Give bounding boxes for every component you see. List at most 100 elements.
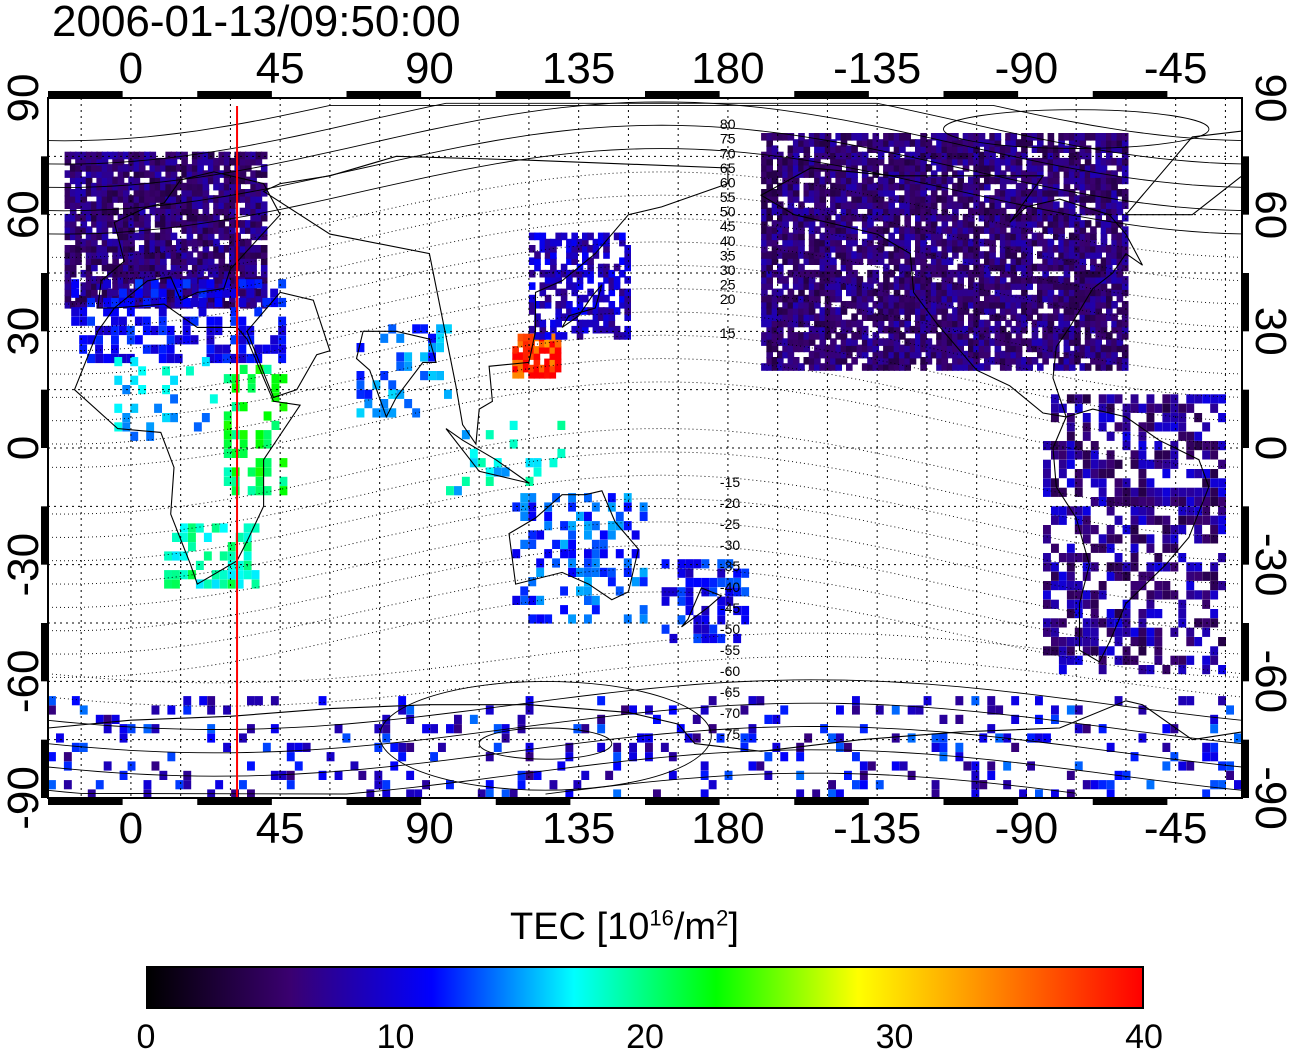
tec-patch	[888, 133, 895, 141]
tec-patch	[1053, 282, 1060, 290]
tec-patch	[925, 220, 933, 228]
tec-patch	[170, 394, 178, 404]
contour-line	[48, 104, 1242, 142]
tec-patch	[191, 182, 199, 191]
tec-patch	[840, 263, 848, 272]
tec-patch	[138, 245, 146, 253]
tec-patch	[1058, 357, 1065, 365]
tec-patch	[512, 364, 519, 373]
tec-patch	[978, 164, 986, 172]
tec-patch	[229, 238, 236, 247]
tec-patch	[160, 269, 167, 278]
tec-patch	[260, 207, 268, 216]
tec-patch	[939, 714, 948, 724]
tec-patch	[1111, 226, 1118, 234]
tec-patch	[584, 511, 592, 521]
tec-patch	[856, 251, 864, 259]
tec-patch	[619, 269, 626, 278]
tec-patch	[138, 385, 147, 395]
tec-patch	[909, 170, 917, 178]
tec-patch	[1053, 176, 1060, 185]
tec-patch	[867, 139, 874, 147]
tec-patch	[1162, 413, 1171, 423]
tec-patch	[771, 133, 779, 141]
tec-patch	[1015, 238, 1023, 247]
tec-patch	[1154, 487, 1163, 497]
tec-patch	[819, 325, 827, 334]
tec-patch	[851, 288, 858, 297]
tec-patch	[872, 313, 880, 321]
tec-patch	[824, 189, 832, 197]
tec-patch	[861, 133, 869, 141]
tec-patch	[984, 164, 991, 172]
tec-patch	[904, 294, 911, 303]
tec-patch	[761, 213, 768, 222]
tec-patch	[1111, 325, 1118, 334]
tec-patch	[819, 269, 827, 278]
tec-patch	[1058, 637, 1067, 647]
tec-patch	[247, 467, 256, 477]
tec-patch	[904, 220, 911, 228]
tec-patch	[1122, 571, 1131, 581]
tec-patch	[75, 182, 82, 191]
tec-patch	[186, 189, 194, 197]
tec-patch	[915, 170, 922, 178]
tec-patch	[1026, 207, 1033, 216]
frame-tick-left	[41, 156, 48, 215]
tec-patch	[867, 257, 874, 265]
tec-patch	[824, 176, 832, 185]
tec-patch	[819, 176, 827, 185]
tec-patch	[941, 220, 949, 228]
tec-patch	[571, 325, 578, 334]
tec-patch	[1021, 325, 1028, 334]
tec-patch	[1053, 164, 1060, 172]
tec-patch	[1005, 213, 1012, 222]
tec-patch	[597, 696, 606, 706]
tec-patch	[936, 338, 943, 346]
tec-patch	[835, 350, 842, 359]
tec-patch	[957, 201, 964, 209]
tec-patch	[1138, 487, 1147, 497]
tec-patch	[883, 325, 890, 334]
tec-patch	[1066, 543, 1075, 553]
tec-patch	[861, 151, 869, 160]
tec-patch	[856, 276, 864, 284]
tec-patch	[851, 133, 858, 141]
tec-patch	[968, 294, 975, 303]
tec-patch	[1095, 282, 1102, 290]
tec-patch	[101, 245, 109, 253]
tec-patch	[144, 151, 151, 160]
tec-patch	[197, 269, 204, 278]
tec-patch	[899, 344, 906, 353]
tec-patch	[597, 294, 605, 303]
tec-patch	[1010, 226, 1018, 234]
tec-patch	[1090, 637, 1099, 647]
tec-patch	[229, 226, 236, 234]
tec-patch	[566, 251, 573, 259]
tec-patch	[202, 232, 210, 241]
tec-patch	[270, 344, 279, 354]
tec-patch	[1047, 164, 1055, 172]
tec-patch	[1079, 226, 1087, 234]
tec-patch	[1051, 506, 1059, 516]
tec-patch	[128, 226, 135, 234]
tec-patch	[1063, 276, 1071, 284]
tec-patch	[246, 325, 255, 336]
tec-patch	[229, 201, 236, 209]
tec-patch	[128, 151, 135, 160]
tec-patch	[165, 176, 172, 185]
tec-patch	[893, 325, 901, 334]
tec-patch	[520, 511, 529, 521]
tec-patch	[528, 530, 537, 540]
tec-patch	[146, 431, 155, 441]
tec-patch	[1121, 307, 1129, 315]
tec-patch	[851, 313, 858, 321]
tec-patch	[1074, 506, 1083, 516]
tec-patch	[122, 422, 131, 432]
tec-patch	[999, 232, 1007, 241]
tec-patch	[899, 139, 906, 147]
tec-patch	[846, 232, 853, 241]
tec-patch	[861, 176, 869, 185]
tec-patch	[1021, 307, 1028, 315]
tec-patch	[867, 164, 874, 172]
